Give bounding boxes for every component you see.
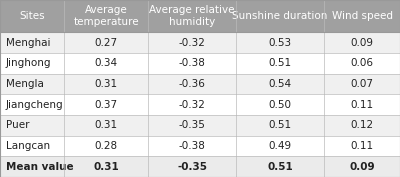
Bar bbox=[0, 74, 400, 94]
Bar bbox=[0, 32, 400, 53]
Text: 0.31: 0.31 bbox=[94, 120, 118, 130]
Bar bbox=[0, 94, 400, 115]
Text: -0.36: -0.36 bbox=[178, 79, 206, 89]
Text: Wind speed: Wind speed bbox=[332, 11, 392, 21]
Text: Puer: Puer bbox=[6, 120, 30, 130]
Text: 0.31: 0.31 bbox=[93, 162, 119, 172]
Text: 0.34: 0.34 bbox=[94, 58, 118, 68]
Text: 0.37: 0.37 bbox=[94, 100, 118, 110]
Bar bbox=[0, 115, 400, 136]
Text: 0.11: 0.11 bbox=[350, 141, 374, 151]
Text: Sites: Sites bbox=[19, 11, 45, 21]
Bar bbox=[0, 0, 400, 32]
Text: 0.31: 0.31 bbox=[94, 79, 118, 89]
Text: -0.35: -0.35 bbox=[177, 162, 207, 172]
Text: 0.09: 0.09 bbox=[350, 38, 374, 48]
Text: -0.38: -0.38 bbox=[178, 141, 206, 151]
Text: 0.54: 0.54 bbox=[268, 79, 292, 89]
Text: Average
temperature: Average temperature bbox=[73, 5, 139, 27]
Text: Jinghong: Jinghong bbox=[6, 58, 52, 68]
Text: Mengla: Mengla bbox=[6, 79, 44, 89]
Text: Average relative
humidity: Average relative humidity bbox=[149, 5, 235, 27]
Text: -0.32: -0.32 bbox=[178, 100, 206, 110]
Text: -0.32: -0.32 bbox=[178, 38, 206, 48]
Text: 0.53: 0.53 bbox=[268, 38, 292, 48]
Text: Jiangcheng: Jiangcheng bbox=[6, 100, 64, 110]
Text: 0.27: 0.27 bbox=[94, 38, 118, 48]
Text: 0.12: 0.12 bbox=[350, 120, 374, 130]
Text: Mean value: Mean value bbox=[6, 162, 74, 172]
Text: 0.09: 0.09 bbox=[349, 162, 375, 172]
Text: -0.35: -0.35 bbox=[178, 120, 206, 130]
Text: -0.38: -0.38 bbox=[178, 58, 206, 68]
Text: Sunshine duration: Sunshine duration bbox=[232, 11, 328, 21]
Text: 0.07: 0.07 bbox=[350, 79, 374, 89]
Bar bbox=[0, 136, 400, 156]
Text: 0.50: 0.50 bbox=[268, 100, 292, 110]
Text: Langcan: Langcan bbox=[6, 141, 50, 151]
Text: 0.49: 0.49 bbox=[268, 141, 292, 151]
Text: 0.51: 0.51 bbox=[268, 58, 292, 68]
Text: 0.51: 0.51 bbox=[268, 120, 292, 130]
Text: 0.51: 0.51 bbox=[267, 162, 293, 172]
Text: 0.11: 0.11 bbox=[350, 100, 374, 110]
Text: 0.28: 0.28 bbox=[94, 141, 118, 151]
Text: Menghai: Menghai bbox=[6, 38, 50, 48]
Text: 0.06: 0.06 bbox=[350, 58, 374, 68]
Bar bbox=[0, 156, 400, 177]
Bar bbox=[0, 53, 400, 74]
